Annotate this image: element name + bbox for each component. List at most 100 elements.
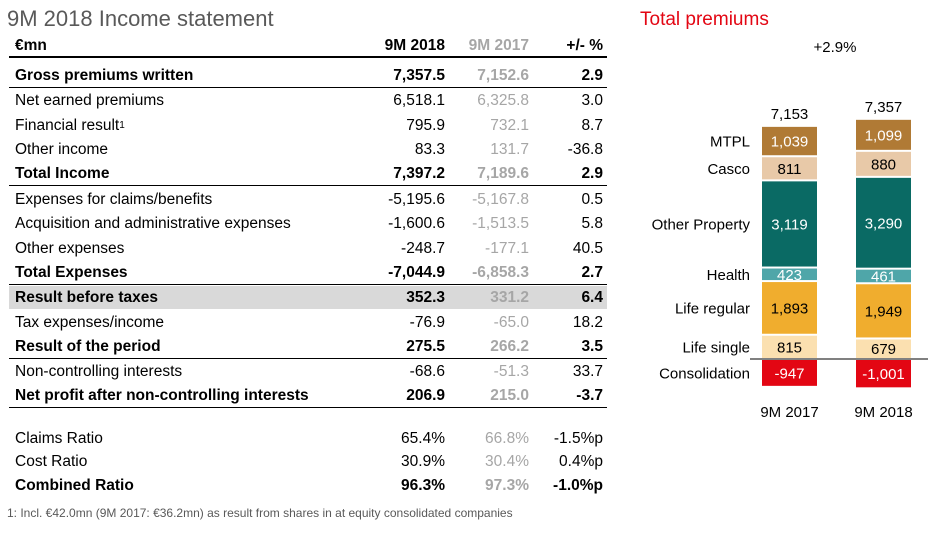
row-label-text: Non-controlling interests bbox=[15, 362, 183, 380]
header-current: 9M 2018 bbox=[384, 36, 445, 54]
bar-segment-consolidation bbox=[762, 360, 817, 386]
series-label-casco: Casco bbox=[707, 161, 750, 178]
total-premiums-chart: Total premiums +2.9% -947 815 1,893 423 3,119… bbox=[620, 0, 942, 536]
segment-value-label: 811 bbox=[778, 161, 802, 178]
header-previous: 9M 2017 bbox=[468, 36, 529, 54]
row-previous-value: -5,167.8 bbox=[472, 190, 529, 208]
row-current-value: 30.9% bbox=[401, 453, 445, 471]
row-previous-value: -1,513.5 bbox=[472, 215, 529, 233]
category-label: 9M 2017 bbox=[760, 404, 818, 421]
footnote: 1: Incl. €42.0mn (9M 2017: €36.2mn) as r… bbox=[7, 506, 513, 520]
row-previous-value: 7,189.6 bbox=[477, 165, 529, 183]
row-change-value: 8.7 bbox=[581, 116, 603, 134]
row-label-text: Result of the period bbox=[15, 337, 161, 355]
row-current-value: 96.3% bbox=[401, 476, 445, 494]
bar-segment-mtpl bbox=[856, 119, 911, 150]
row-label: Tax expenses/income bbox=[15, 311, 164, 334]
row-label-text: Cost Ratio bbox=[15, 453, 88, 471]
row-label: Total Income bbox=[15, 163, 109, 185]
row-label-text: Financial result bbox=[15, 116, 120, 134]
row-previous-value: -65.0 bbox=[493, 313, 529, 331]
bar-segment-health bbox=[762, 268, 817, 281]
segment-value-label: 1,893 bbox=[771, 300, 809, 317]
bar-segment-life-single bbox=[856, 339, 911, 358]
row-previous-value: 30.4% bbox=[485, 453, 529, 471]
row-label: Result of the period bbox=[15, 336, 161, 358]
row-previous-value: 66.8% bbox=[485, 429, 529, 447]
bar-segment-casco bbox=[762, 157, 817, 180]
row-label: Financial result 1 bbox=[15, 116, 125, 134]
row-change-value: 33.7 bbox=[572, 362, 603, 380]
segment-value-label: 423 bbox=[777, 267, 802, 284]
segment-value-label: 3,119 bbox=[771, 216, 807, 233]
row-change-value: -1.0%p bbox=[553, 476, 603, 494]
bar-segment-life-single bbox=[762, 335, 817, 358]
row-change-value: 2.7 bbox=[581, 263, 603, 281]
bar-segment-other-property bbox=[762, 181, 817, 267]
row-change-value: 2.9 bbox=[581, 165, 603, 183]
row-label-text: Net earned premiums bbox=[15, 92, 165, 110]
segment-value-label: 679 bbox=[871, 341, 896, 358]
row-change-value: -1.5%p bbox=[553, 429, 603, 447]
bar-segment-life-regular bbox=[762, 282, 817, 334]
table-row: Gross premiums written 7,357.5 7,152.6 2.9 bbox=[9, 65, 607, 88]
row-current-value: 83.3 bbox=[414, 141, 445, 159]
row-current-value: 6,518.1 bbox=[393, 92, 445, 110]
row-label-text: Other expenses bbox=[15, 239, 125, 257]
row-current-value: 795.9 bbox=[406, 116, 445, 134]
bar-segment-life-regular bbox=[856, 284, 911, 338]
row-previous-value: -177.1 bbox=[485, 239, 529, 257]
header-label: €mn bbox=[15, 36, 47, 54]
segment-value-label: -1,001 bbox=[862, 366, 905, 383]
row-current-value: -248.7 bbox=[401, 239, 445, 257]
row-label-text: Result before taxes bbox=[15, 288, 158, 306]
growth-label: +2.9% bbox=[814, 39, 857, 56]
row-label-text: Other income bbox=[15, 141, 109, 159]
row-label-text: Total Expenses bbox=[15, 263, 128, 281]
segment-value-label: 815 bbox=[777, 339, 802, 356]
table-row: Expenses for claims/benefits -5,195.6 -5,1… bbox=[9, 188, 607, 211]
table-row: Financial result 1 795.9 732.1 8.7 bbox=[9, 114, 607, 137]
row-label-text: Net profit after non-controlling interes… bbox=[15, 386, 309, 404]
bar-segment-consolidation bbox=[856, 360, 911, 388]
chart-svg: +2.9% -947 815 1,893 423 3,119 811 1,039 7,153 9M… bbox=[652, 39, 928, 421]
row-change-value: 0.4%p bbox=[559, 453, 603, 471]
row-current-value: -7,044.9 bbox=[388, 263, 445, 281]
category-label: 9M 2018 bbox=[854, 404, 912, 421]
row-current-value: -68.6 bbox=[409, 362, 445, 380]
table-row: Other expenses -248.7 -177.1 40.5 bbox=[9, 237, 607, 260]
table-row: Non-controlling interests -68.6 -51.3 33.7 bbox=[9, 360, 607, 383]
row-current-value: -5,195.6 bbox=[388, 190, 445, 208]
row-label-text: Combined Ratio bbox=[15, 476, 134, 494]
row-previous-value: 732.1 bbox=[490, 116, 529, 134]
table-row: Net earned premiums 6,518.1 6,325.8 3.0 bbox=[9, 90, 607, 113]
bar-segment-mtpl bbox=[762, 126, 817, 156]
row-label: Acquisition and administrative expenses bbox=[15, 213, 291, 236]
row-change-value: 40.5 bbox=[572, 239, 603, 257]
row-previous-value: -6,858.3 bbox=[472, 263, 529, 281]
row-previous-value: 266.2 bbox=[490, 337, 529, 355]
row-label: Result before taxes bbox=[15, 286, 158, 309]
row-change-value: 6.4 bbox=[581, 288, 603, 306]
header-change: +/- % bbox=[566, 36, 603, 54]
bar-segment-other-property bbox=[856, 177, 911, 268]
bar-segment-health bbox=[856, 269, 911, 283]
segment-value-label: 1,039 bbox=[771, 134, 809, 151]
segment-value-label: 3,290 bbox=[865, 215, 903, 232]
row-label: Gross premiums written bbox=[15, 65, 193, 87]
table-row: Acquisition and administrative expenses -… bbox=[9, 213, 607, 236]
row-previous-value: 131.7 bbox=[490, 141, 529, 159]
row-previous-value: 7,152.6 bbox=[477, 67, 529, 84]
segment-value-label: 1,099 bbox=[865, 127, 903, 144]
row-label: Total Expenses bbox=[15, 262, 128, 284]
row-label: Combined Ratio bbox=[15, 474, 134, 497]
series-label-mtpl: MTPL bbox=[710, 134, 750, 151]
row-previous-value: 215.0 bbox=[490, 386, 529, 404]
bar-total-label: 7,357 bbox=[865, 99, 903, 116]
row-change-value: -3.7 bbox=[576, 386, 603, 404]
table-row: Other income 83.3 131.7 -36.8 bbox=[9, 139, 607, 162]
row-label: Other expenses bbox=[15, 237, 124, 260]
table-row: Tax expenses/income -76.9 -65.0 18.2 bbox=[9, 311, 607, 334]
series-label-consolidation: Consolidation bbox=[659, 365, 750, 382]
row-label: Non-controlling interests bbox=[15, 360, 182, 383]
